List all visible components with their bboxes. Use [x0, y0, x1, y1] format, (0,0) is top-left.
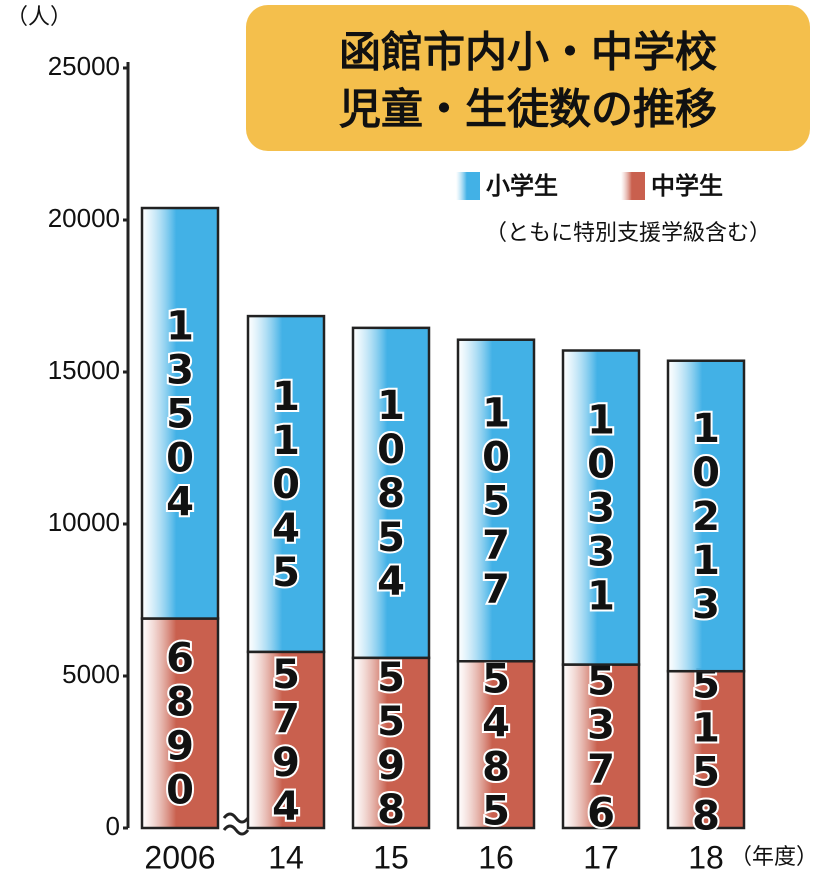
bar [456, 660, 536, 830]
data-label: 11045 [263, 374, 309, 594]
x-tick-label: 14 [268, 839, 304, 875]
x-axis-label: （年度） [730, 845, 818, 870]
data-label: 5485 [473, 657, 519, 833]
chart-title: 函館市内小・中学校 [339, 28, 717, 77]
data-label: 5158 [683, 662, 729, 838]
x-tick-label: 2006 [144, 839, 215, 875]
chart-title: 児童・生徒数の推移 [339, 85, 717, 134]
axis-break [222, 812, 250, 836]
title-box [246, 5, 810, 151]
x-tick-label: 15 [373, 839, 409, 875]
bar [246, 314, 326, 654]
legend-label: 中学生 [651, 172, 723, 200]
bar [351, 656, 431, 830]
legend-swatch [621, 172, 645, 200]
data-label: 5598 [368, 655, 414, 831]
legend-swatch [456, 172, 480, 200]
x-tick-label: 16 [478, 839, 514, 875]
bar [246, 650, 326, 830]
bar [351, 326, 431, 660]
x-tick-label: 18 [688, 839, 724, 875]
y-axis-label: （人） [6, 5, 72, 30]
y-tick-label: 5000 [62, 659, 120, 689]
data-label: 10213 [683, 406, 729, 626]
bar [666, 359, 746, 673]
data-label: 13504 [157, 303, 203, 523]
x-tick-label: 17 [583, 839, 619, 875]
data-label: 10577 [473, 390, 519, 610]
y-tick-label: 10000 [48, 507, 120, 537]
y-tick-label: 0 [106, 811, 120, 841]
note: （ともに特別支援学級含む） [485, 221, 771, 246]
bar [561, 663, 641, 830]
bar [140, 206, 220, 620]
data-label: 10331 [578, 398, 624, 618]
legend-label: 小学生 [486, 172, 558, 200]
y-tick-label: 15000 [48, 355, 120, 385]
data-label: 5376 [578, 658, 624, 834]
bar [666, 669, 746, 830]
bar [561, 349, 641, 666]
bar [456, 338, 536, 663]
y-tick-label: 25000 [48, 51, 120, 81]
data-label: 5794 [263, 652, 309, 828]
data-label: 6890 [157, 635, 203, 811]
data-label: 10854 [368, 383, 414, 603]
y-tick-label: 20000 [48, 203, 120, 233]
